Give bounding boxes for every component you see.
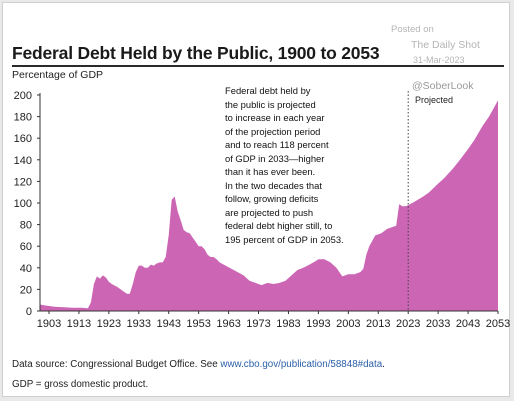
watermark-publisher: The Daily Shot	[411, 39, 480, 51]
x-tick-label: 2003	[336, 318, 360, 330]
x-tick-label: 1933	[127, 318, 151, 330]
x-tick-label: 1963	[216, 318, 240, 330]
y-tick-label: 180	[14, 112, 32, 124]
y-tick-label: 60	[20, 241, 32, 253]
annotation-line: and to reach 118 percent	[225, 139, 329, 150]
chart-card: Posted on The Daily Shot 31-Mar-2023 Fed…	[2, 2, 510, 397]
annotation-line: Federal debt held by	[225, 85, 311, 96]
y-tick-label: 100	[14, 198, 32, 210]
annotation-line: 195 percent of GDP in 2053.	[225, 233, 344, 245]
projected-label: Projected	[415, 95, 454, 105]
y-tick-label: 200	[14, 90, 32, 102]
data-source: Data source: Congressional Budget Office…	[12, 359, 385, 370]
chart-title: Federal Debt Held by the Public, 1900 to…	[12, 43, 380, 63]
x-tick-label: 2033	[426, 318, 450, 330]
watermark-date: 31-Mar-2023	[413, 55, 465, 65]
x-tick-label: 2023	[396, 318, 420, 330]
debt-area	[40, 100, 498, 312]
annotation-line: follow, growing deficits	[225, 193, 319, 204]
y-tick-label: 80	[20, 220, 32, 232]
x-tick-label: 1913	[67, 318, 91, 330]
annotation-line: of the projection period	[225, 125, 321, 137]
x-tick-label: 1983	[276, 318, 300, 330]
annotation-line: federal debt higher still, to	[225, 220, 333, 231]
gdp-footnote: GDP = gross domestic product.	[12, 379, 149, 390]
y-tick-label: 160	[14, 133, 32, 145]
y-tick-label: 120	[14, 176, 32, 188]
x-tick-label: 1903	[37, 318, 61, 330]
x-tick-label: 1993	[306, 318, 330, 330]
area-chart: 0 20 40 60 80 100 120 140 160 180 200 1903 1913 1923 1…	[14, 90, 511, 330]
watermark-handle: @SoberLook	[412, 80, 474, 92]
source-suffix: .	[382, 359, 385, 370]
annotation-line: of GDP in 2033—higher	[225, 152, 325, 164]
annotation-line: are projected to push	[225, 206, 314, 218]
x-tick-label: 2043	[456, 318, 480, 330]
annotation-line: In the two decades that	[225, 179, 322, 191]
watermark-posted-on: Posted on	[391, 24, 434, 35]
source-prefix: Data source: Congressional Budget Office…	[12, 359, 221, 370]
chart-annotation: Federal debt held by the public is proje…	[225, 84, 347, 246]
y-tick-label: 40	[20, 263, 32, 275]
title-rule	[12, 65, 504, 67]
annotation-line: the public is projected	[225, 98, 316, 110]
x-tick-label: 1923	[97, 318, 121, 330]
annotation-line: to increase in each year	[225, 112, 325, 123]
y-tick-label: 0	[26, 306, 32, 318]
source-link[interactable]: www.cbo.gov/publication/58848#data	[220, 359, 383, 370]
annotation-line: than it has ever been.	[225, 166, 316, 177]
y-tick-label: 20	[20, 284, 32, 296]
x-tick-label: 2013	[366, 318, 390, 330]
x-tick-label: 1973	[246, 318, 270, 330]
y-tick-label: 140	[14, 155, 32, 167]
x-tick-label: 2053	[486, 318, 510, 330]
y-axis-label: Percentage of GDP	[12, 69, 104, 81]
x-tick-label: 1953	[186, 318, 210, 330]
x-tick-label: 1943	[156, 318, 180, 330]
